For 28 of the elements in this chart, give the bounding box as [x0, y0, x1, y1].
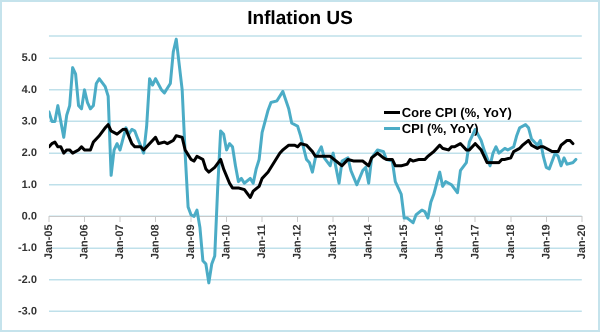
y-tick-label: -3.0: [18, 305, 37, 318]
y-tick-label: -1.0: [18, 242, 37, 254]
y-tick-label: 3.0: [22, 116, 37, 128]
y-tick-label: 2.0: [22, 147, 37, 160]
y-tick-label: 0.0: [22, 210, 37, 222]
y-tick-label: 1.0: [22, 178, 37, 191]
x-tick-label: Jan-08: [150, 224, 162, 260]
y-tick-label: 5.0: [22, 52, 37, 64]
x-tick-label: Jan-07: [114, 224, 126, 260]
x-tick-label: Jan-16: [434, 224, 446, 260]
x-tick-label: Jan-05: [42, 224, 55, 260]
x-tick-label: Jan-14: [362, 224, 375, 260]
x-tick-label: Jan-10: [220, 224, 233, 260]
x-tick-label: Jan-15: [398, 224, 410, 260]
x-tick-label: Jan-19: [540, 224, 552, 260]
legend-label: Core CPI (%, YoY): [402, 104, 512, 121]
x-tick-label: Jan-09: [185, 224, 198, 260]
x-tick-label: Jan-20: [576, 224, 588, 260]
legend-label: CPI (%, YoY): [402, 120, 479, 137]
x-tick-label: Jan-12: [292, 224, 304, 260]
chart-title: Inflation US: [246, 8, 354, 30]
x-tick-label: Jan-17: [469, 224, 482, 260]
x-tick-label: Jan-13: [327, 224, 340, 260]
y-tick-label: 4.0: [22, 84, 37, 96]
x-tick-label: Jan-06: [78, 224, 91, 260]
x-tick-label: Jan-18: [504, 224, 517, 260]
x-tick-label: Jan-11: [256, 224, 268, 259]
y-tick-label: -2.0: [18, 274, 37, 286]
